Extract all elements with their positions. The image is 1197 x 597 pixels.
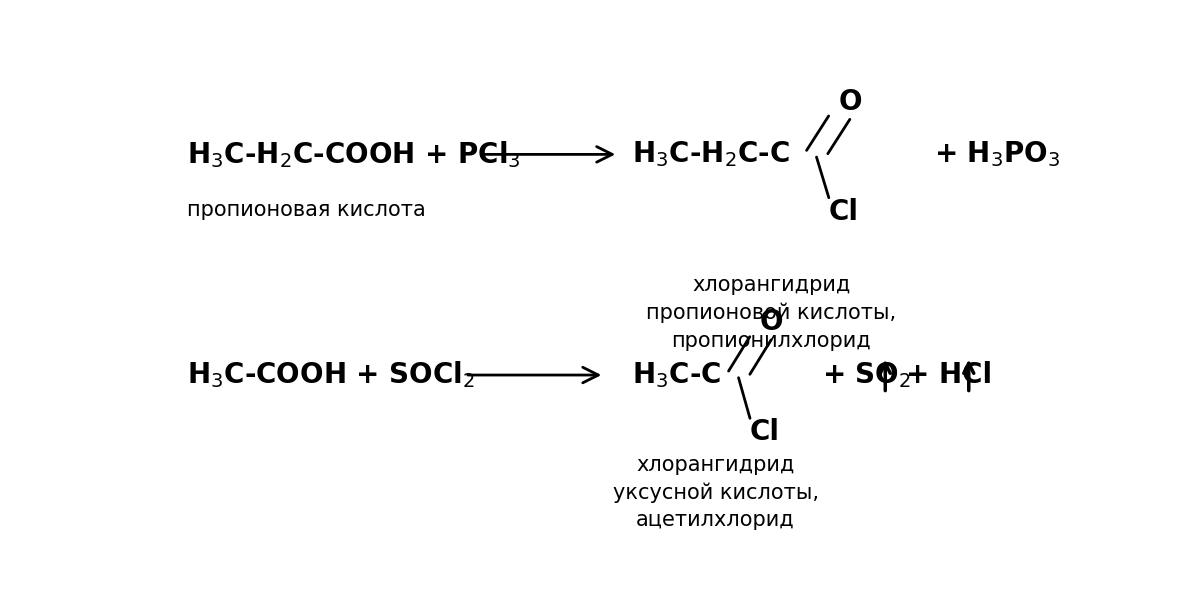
Text: Cl: Cl bbox=[749, 418, 779, 447]
Text: H$_3$C-H$_2$C-COOH + PCl$_3$: H$_3$C-H$_2$C-COOH + PCl$_3$ bbox=[187, 139, 521, 170]
Text: хлорангидрид: хлорангидрид bbox=[637, 455, 795, 475]
Text: O: O bbox=[838, 88, 862, 116]
Text: пропионилхлорид: пропионилхлорид bbox=[672, 331, 871, 350]
Text: + H$_3$PO$_3$: + H$_3$PO$_3$ bbox=[934, 140, 1061, 170]
Text: H$_3$C-C: H$_3$C-C bbox=[632, 360, 721, 390]
Text: пропионовая кислота: пропионовая кислота bbox=[187, 199, 425, 220]
Text: уксусной кислоты,: уксусной кислоты, bbox=[613, 482, 819, 503]
Text: Cl: Cl bbox=[828, 198, 858, 226]
Text: H$_3$C-COOH + SOCl$_2$: H$_3$C-COOH + SOCl$_2$ bbox=[187, 359, 475, 390]
Text: O: O bbox=[759, 308, 783, 336]
Text: + HCl: + HCl bbox=[906, 361, 992, 389]
Text: хлорангидрид: хлорангидрид bbox=[692, 275, 850, 296]
Text: ацетилхлорид: ацетилхлорид bbox=[636, 510, 795, 530]
Text: H$_3$C-H$_2$C-C: H$_3$C-H$_2$C-C bbox=[632, 140, 790, 170]
Text: + SO$_2$: + SO$_2$ bbox=[822, 360, 911, 390]
Text: пропионовой кислоты,: пропионовой кислоты, bbox=[646, 303, 897, 323]
